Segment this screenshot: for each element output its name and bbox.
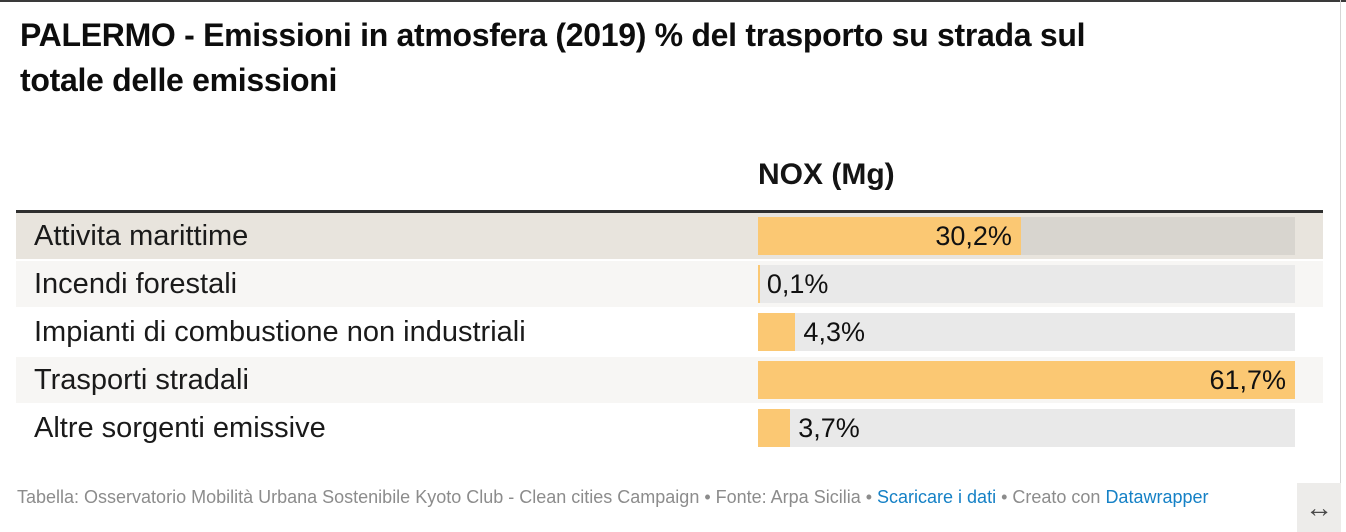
bar-fill <box>758 409 791 447</box>
resize-arrows-icon: ↔ <box>1305 491 1333 523</box>
chart-title: PALERMO - Emissioni in atmosfera (2019) … <box>20 13 1320 103</box>
table-row[interactable]: Impianti di combustione non industriali … <box>16 309 1323 355</box>
bar-track: 61,7% <box>758 361 1295 399</box>
embed-right-border <box>1340 0 1341 532</box>
bar-value-label: 0,1% <box>766 269 829 299</box>
table-row[interactable]: Attivita marittime 30,2% <box>16 213 1323 259</box>
row-label: Incendi forestali <box>34 268 238 300</box>
table-row[interactable]: Trasporti stradali 61,7% <box>16 357 1323 403</box>
row-label: Attivita marittime <box>34 220 249 252</box>
table-header-rule <box>16 210 1323 213</box>
resize-handle[interactable]: ↔ <box>1297 483 1341 532</box>
bar-fill <box>758 313 796 351</box>
footer-link[interactable]: Datawrapper <box>1105 487 1209 507</box>
row-label: Altre sorgenti emissive <box>34 412 326 444</box>
table-row[interactable]: Incendi forestali 0,1% <box>16 261 1323 307</box>
bar-fill <box>758 265 760 303</box>
footer-text: • Creato con <box>996 487 1106 507</box>
bar-value-label: 30,2% <box>935 221 1012 251</box>
table-row[interactable]: Altre sorgenti emissive 3,7% <box>16 405 1323 451</box>
footer-attribution: Tabella: Osservatorio Mobilità Urbana So… <box>17 485 1307 509</box>
row-label: Impianti di combustione non industriali <box>34 316 526 348</box>
emissions-table: Attivita marittime 30,2% Incendi foresta… <box>16 213 1323 453</box>
bar-track: 4,3% <box>758 313 1295 351</box>
bar-track: 3,7% <box>758 409 1295 447</box>
bar-value-label: 61,7% <box>1209 365 1286 395</box>
bar-fill <box>758 217 1021 255</box>
footer-text: Tabella: Osservatorio Mobilità Urbana So… <box>17 487 878 507</box>
bar-track: 30,2% <box>758 217 1295 255</box>
column-header-nox: NOX (Mg) <box>758 158 895 191</box>
bar-track: 0,1% <box>758 265 1295 303</box>
window-top-edge <box>0 0 1346 2</box>
row-label: Trasporti stradali <box>34 364 249 396</box>
bar-value-label: 3,7% <box>798 413 860 443</box>
footer-link[interactable]: Scaricare i dati <box>877 487 997 507</box>
bar-fill <box>758 361 1295 399</box>
chart-title-line2: totale delle emissioni <box>20 62 338 98</box>
bar-value-label: 4,3% <box>803 317 865 347</box>
chart-title-line1: PALERMO - Emissioni in atmosfera (2019) … <box>20 17 1086 53</box>
